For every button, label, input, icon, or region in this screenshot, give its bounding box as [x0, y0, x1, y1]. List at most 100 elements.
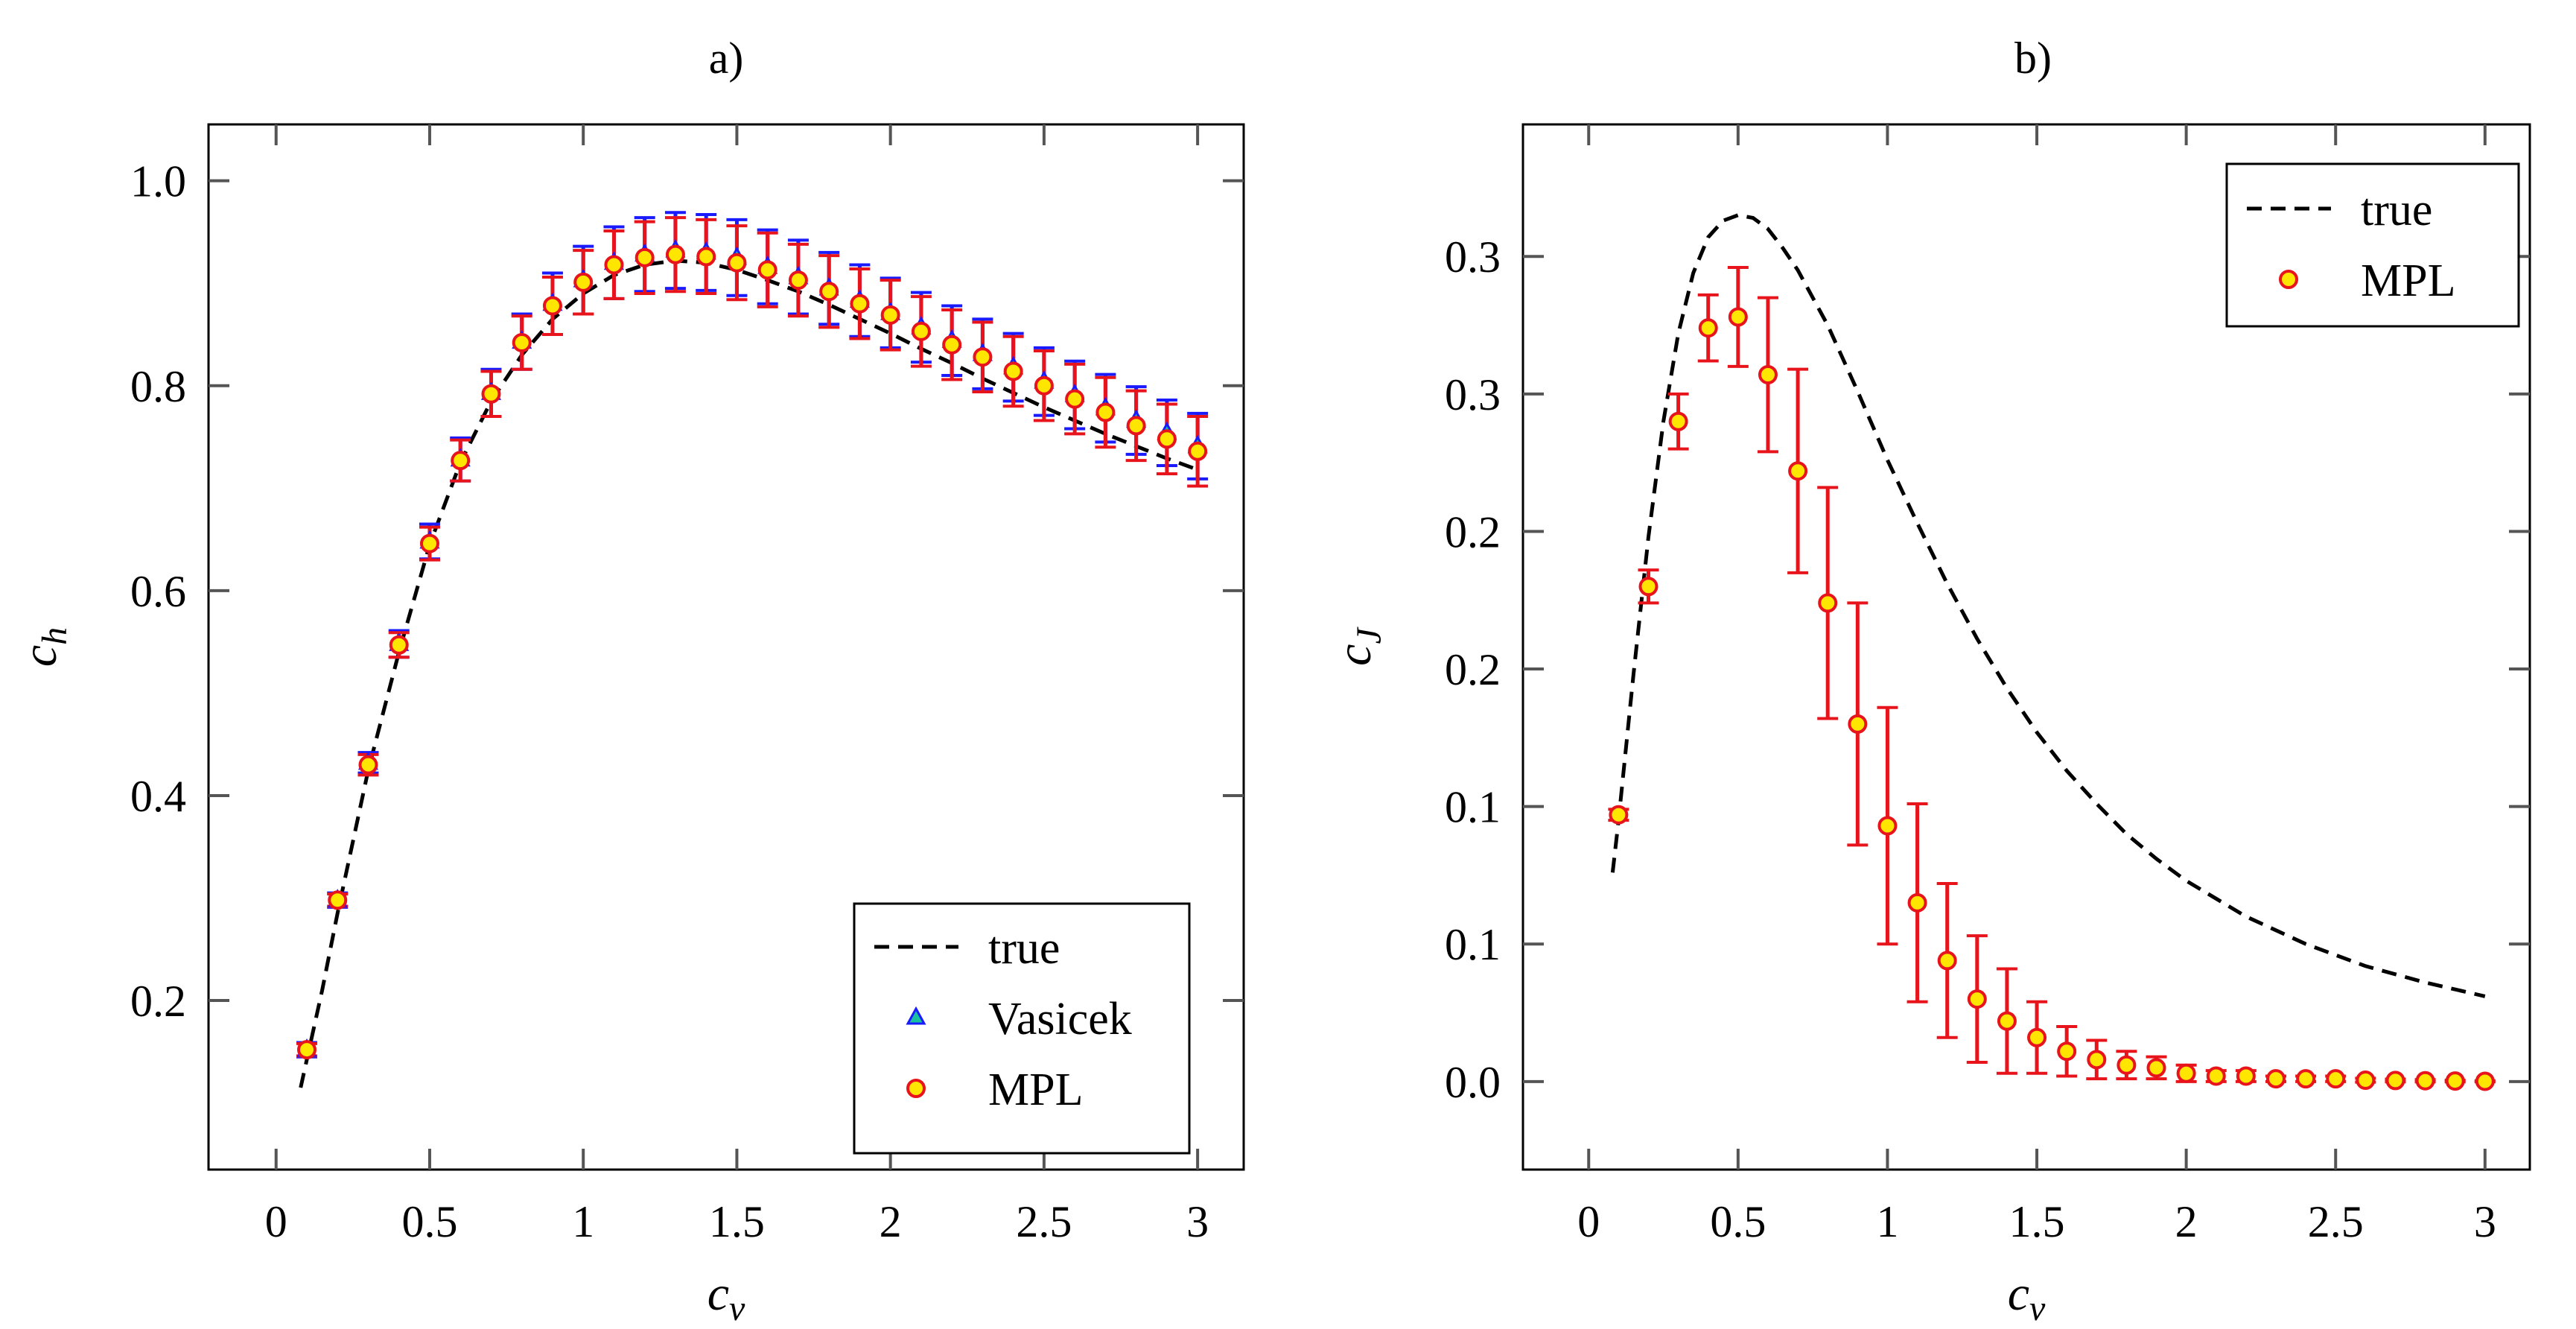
x-tick-label: 1.5 — [709, 1197, 765, 1246]
data-point-mpl — [1034, 375, 1054, 396]
y-axis-label-main: c — [13, 645, 67, 667]
x-axis-label-main: c — [707, 1266, 729, 1321]
data-point-mpl — [2146, 1058, 2166, 1078]
x-axis-label-main: c — [2008, 1266, 2029, 1321]
data-point-mpl — [1668, 411, 1688, 431]
y-axis-label-sub: h — [35, 627, 74, 645]
data-point-mpl — [1788, 461, 1808, 481]
legend-swatch-mpl — [906, 1079, 926, 1098]
y-tick-label: 0.2 — [1445, 507, 1501, 556]
data-point-mpl — [2176, 1063, 2196, 1083]
data-point-mpl — [2206, 1066, 2226, 1086]
data-point-mpl — [1728, 307, 1748, 327]
y-tick-label: 0.3 — [1445, 232, 1501, 282]
data-point-mpl — [880, 305, 900, 325]
data-point-mpl — [1937, 951, 1957, 971]
data-point-mpl — [1157, 429, 1177, 449]
data-point-mpl — [573, 272, 594, 292]
y-axis-label: ch — [13, 627, 74, 667]
x-tick-label: 0.5 — [1710, 1197, 1766, 1246]
data-point-mpl — [1848, 714, 1868, 734]
data-point-mpl — [451, 451, 471, 471]
data-point-mpl — [1609, 805, 1629, 825]
legend-box — [2225, 162, 2520, 328]
panel-b: b)0 0.5 1 1.5 2 2.5 30.00.10.10.20.20.30.3cvcJ… — [1327, 34, 2531, 1328]
data-point-mpl — [2057, 1041, 2077, 1062]
x-tick-label: 2 — [2175, 1197, 2198, 1246]
data-point-mpl — [942, 334, 962, 355]
x-tick-label: 1 — [572, 1197, 594, 1246]
data-point-mpl — [2385, 1071, 2405, 1091]
data-point-mpl — [481, 384, 501, 404]
data-point-mpl — [1638, 577, 1659, 597]
data-point-mpl — [2326, 1069, 2346, 1089]
y-tick-label: 0.1 — [1445, 783, 1501, 832]
y-axis-label: cJ — [1327, 627, 1389, 666]
data-point-mpl — [850, 294, 870, 314]
data-point-mpl — [604, 255, 624, 275]
panel-title: a) — [709, 34, 744, 83]
x-axis-label: cv — [707, 1266, 745, 1328]
data-point-mpl — [358, 755, 378, 775]
data-point-mpl — [2236, 1066, 2256, 1086]
data-point-mpl — [2027, 1027, 2047, 1047]
x-tick-label: 3 — [1186, 1197, 1209, 1246]
data-point-mpl — [328, 890, 348, 910]
x-tick-label: 0 — [1577, 1197, 1600, 1246]
y-tick-label: 0.2 — [1445, 645, 1501, 694]
data-point-mpl — [1818, 593, 1838, 613]
data-point-mpl — [2117, 1055, 2137, 1075]
data-point-mpl — [819, 282, 839, 302]
y-tick-label: 0.6 — [130, 567, 186, 616]
data-point-mpl — [1095, 402, 1116, 422]
data-point-mpl — [1907, 892, 1927, 913]
x-axis-label: cv — [2008, 1266, 2046, 1328]
data-point-mpl — [2445, 1071, 2465, 1091]
legend-swatch-mpl — [2279, 270, 2298, 289]
x-tick-label: 3 — [2474, 1197, 2496, 1246]
data-point-mpl — [2415, 1071, 2435, 1091]
data-point-mpl — [389, 635, 409, 655]
data-point-mpl — [419, 533, 439, 554]
data-point-mpl — [1003, 361, 1023, 381]
data-point-mpl — [2265, 1069, 2286, 1089]
data-point-mpl — [1877, 816, 1898, 836]
legend-label-mpl: MPL — [2361, 256, 2455, 306]
x-tick-label: 0 — [265, 1197, 287, 1246]
data-point-mpl — [1065, 389, 1085, 409]
data-point-mpl — [296, 1040, 317, 1060]
y-tick-label: 0.4 — [130, 772, 186, 821]
data-point-mpl — [2087, 1050, 2107, 1070]
x-axis-label-sub: v — [729, 1289, 745, 1328]
data-point-mpl — [788, 270, 808, 291]
y-tick-label: 1.0 — [130, 157, 186, 206]
y-tick-label: 0.2 — [130, 977, 186, 1026]
y-axis-label-main: c — [1327, 644, 1381, 666]
y-axis-label-sub: J — [1349, 627, 1389, 644]
panel-title: b) — [2014, 34, 2052, 83]
plot-frame — [1521, 123, 2531, 1171]
x-tick-label: 2.5 — [1016, 1197, 1072, 1246]
data-point-mpl — [1997, 1011, 2017, 1031]
data-point-mpl — [2356, 1071, 2376, 1091]
legend-swatch-vasicek — [906, 1006, 926, 1025]
data-point-mpl — [512, 332, 532, 352]
data-point-mpl — [1126, 416, 1146, 436]
data-point-mpl — [696, 247, 716, 267]
y-tick-label: 0.3 — [1445, 370, 1501, 419]
plot-frame — [207, 123, 1245, 1171]
data-point-mpl — [727, 253, 747, 273]
legend-label-true: true — [988, 923, 1060, 974]
y-tick-label: 0.8 — [130, 362, 186, 411]
x-tick-label: 1.5 — [2009, 1197, 2065, 1246]
data-point-mpl — [1967, 989, 1987, 1009]
x-tick-label: 1 — [1876, 1197, 1898, 1246]
data-point-mpl — [665, 244, 685, 264]
data-point-mpl — [1758, 364, 1778, 384]
data-point-mpl — [757, 260, 777, 280]
data-point-mpl — [973, 347, 993, 367]
panel-a: a)0 0.5 1 1.5 2 2.5 30.20.40.60.81.0cvchtrueVa… — [13, 34, 1245, 1328]
data-point-mpl — [911, 321, 931, 341]
x-tick-label: 2.5 — [2308, 1197, 2364, 1246]
